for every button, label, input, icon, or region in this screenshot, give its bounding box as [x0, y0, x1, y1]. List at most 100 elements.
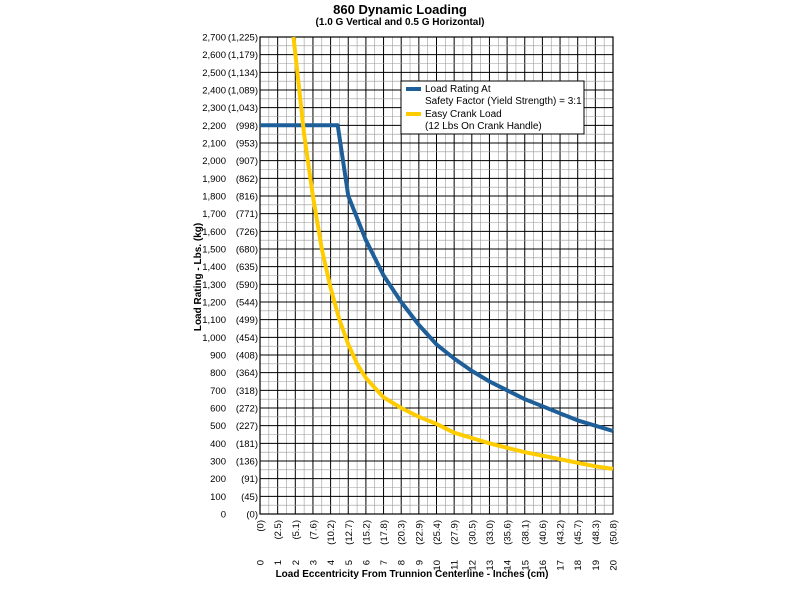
x-tick-label-in: 17: [556, 560, 567, 571]
y-axis-ticks: 0 (0) 100 (45) 200 (91) 300 (136) 400 (181) 500 (22…: [202, 33, 258, 521]
y-tick-label-kg: (408): [236, 351, 258, 362]
x-tick-label-cm: (5.1): [291, 520, 302, 540]
x-tick-label-cm: (48.3): [591, 520, 602, 545]
y-tick-label-lbs: 1,600: [202, 227, 226, 238]
legend-label-load-rating-line2: Safety Factor (Yield Strength) = 3:1: [425, 96, 582, 107]
y-tick-label-lbs: 2,100: [202, 139, 226, 150]
x-tick-label-in: 8: [397, 560, 408, 565]
y-tick-label-kg: (227): [236, 421, 258, 432]
plot-frame: [259, 36, 614, 515]
legend-label-easy-crank-line2: (12 Lbs On Crank Handle): [425, 121, 542, 132]
legend-label-load-rating-line1: Load Rating At: [425, 84, 491, 95]
x-tick-label-cm: (35.6): [503, 520, 514, 545]
y-tick-label-kg: (272): [236, 404, 258, 415]
x-tick-label-in: 19: [591, 560, 602, 571]
y-tick-label-lbs: 1,500: [202, 245, 226, 256]
y-tick-label-kg: (1,043): [228, 103, 258, 114]
y-tick-label-kg: (771): [236, 209, 258, 220]
x-tick-label-cm: (0): [256, 520, 267, 532]
x-tick-label-in: 5: [344, 560, 355, 565]
x-tick-label-in: 4: [326, 560, 337, 565]
y-tick-label-kg: (1,134): [228, 68, 258, 79]
x-tick-label-cm: (20.3): [397, 520, 408, 545]
y-tick-label-kg: (953): [236, 139, 258, 150]
y-tick-label-lbs: 200: [210, 474, 226, 485]
y-tick-label-kg: (816): [236, 192, 258, 203]
x-tick-label-cm: (22.9): [414, 520, 425, 545]
x-tick-label-cm: (30.5): [467, 520, 478, 545]
chart-subtitle: (1.0 G Vertical and 0.5 G Horizontal): [316, 17, 485, 28]
x-tick-label-cm: (38.1): [520, 520, 531, 545]
y-tick-label-lbs: 2,500: [202, 68, 226, 79]
series-line-0: [260, 123, 614, 433]
y-tick-label-kg: (680): [236, 245, 258, 256]
x-tick-label-cm: (43.2): [556, 520, 567, 545]
y-tick-label-lbs: 1,900: [202, 174, 226, 185]
y-tick-label-lbs: 800: [210, 368, 226, 379]
y-tick-label-lbs: 900: [210, 351, 226, 362]
x-tick-label-in: 0: [256, 560, 267, 565]
y-tick-label-lbs: 600: [210, 404, 226, 415]
x-tick-label-cm: (10.2): [326, 520, 337, 545]
x-tick-label-in: 13: [485, 560, 496, 571]
y-tick-label-kg: (364): [236, 368, 258, 379]
x-tick-label-in: 12: [467, 560, 478, 571]
series-line-1: [291, 36, 614, 471]
x-axis-ticks: 0 (0) 1 (2.5) 2 (5.1) 3 (7.6) 4 (10.2) 5 (12.7) 6 (15…: [256, 520, 620, 571]
x-tick-label-in: 7: [379, 560, 390, 565]
x-tick-label-in: 6: [361, 560, 372, 565]
y-tick-label-lbs: 2,200: [202, 121, 226, 132]
y-tick-label-lbs: 2,400: [202, 86, 226, 97]
y-tick-label-kg: (91): [241, 474, 258, 485]
x-axis-label: Load Eccentricity From Trunnion Centerli…: [276, 569, 549, 580]
x-tick-label-in: 2: [291, 560, 302, 565]
y-tick-label-kg: (1,225): [228, 33, 258, 44]
y-tick-label-lbs: 300: [210, 457, 226, 468]
x-tick-label-in: 10: [432, 560, 443, 571]
y-tick-label-kg: (726): [236, 227, 258, 238]
y-tick-label-kg: (136): [236, 457, 258, 468]
y-tick-label-lbs: 400: [210, 439, 226, 450]
legend-box: [400, 80, 585, 135]
chart-legend: Load Rating At Safety Factor (Yield Stre…: [400, 80, 585, 135]
x-tick-label-in: 15: [520, 560, 531, 571]
y-tick-label-lbs: 2,000: [202, 156, 226, 167]
y-tick-label-kg: (998): [236, 121, 258, 132]
chart-title: 860 Dynamic Loading: [333, 2, 467, 17]
y-tick-label-lbs: 500: [210, 421, 226, 432]
y-axis-label: Load Rating - Lbs. (kg): [193, 223, 204, 331]
y-tick-label-lbs: 1,400: [202, 262, 226, 273]
y-tick-label-lbs: 0: [221, 510, 226, 521]
y-tick-label-kg: (454): [236, 333, 258, 344]
x-tick-label-cm: (40.6): [538, 520, 549, 545]
y-tick-label-kg: (862): [236, 174, 258, 185]
x-tick-label-in: 16: [538, 560, 549, 571]
y-tick-label-kg: (544): [236, 298, 258, 309]
x-tick-label-cm: (45.7): [573, 520, 584, 545]
y-tick-label-kg: (907): [236, 156, 258, 167]
y-tick-label-lbs: 1,300: [202, 280, 226, 291]
y-tick-label-lbs: 1,200: [202, 298, 226, 309]
x-tick-label-in: 11: [450, 560, 461, 570]
x-tick-label-cm: (50.8): [609, 520, 620, 545]
y-tick-label-lbs: 2,700: [202, 33, 226, 44]
y-tick-label-kg: (1,179): [228, 50, 258, 61]
y-tick-label-lbs: 100: [210, 492, 226, 503]
y-tick-label-kg: (0): [246, 510, 258, 521]
y-tick-label-lbs: 1,800: [202, 192, 226, 203]
x-tick-label-cm: (17.8): [379, 520, 390, 545]
x-tick-label-cm: (27.9): [450, 520, 461, 545]
y-tick-label-kg: (318): [236, 386, 258, 397]
y-tick-label-lbs: 1,100: [202, 315, 226, 326]
y-tick-label-kg: (635): [236, 262, 258, 273]
y-tick-label-lbs: 2,600: [202, 50, 226, 61]
plot-series: [260, 36, 614, 471]
y-tick-label-kg: (1,089): [228, 86, 258, 97]
x-tick-label-cm: (25.4): [432, 520, 443, 545]
y-tick-label-kg: (499): [236, 315, 258, 326]
x-tick-label-in: 14: [503, 560, 514, 571]
y-tick-label-lbs: 1,000: [202, 333, 226, 344]
x-tick-label-cm: (33.0): [485, 520, 496, 545]
y-tick-label-kg: (45): [241, 492, 258, 503]
